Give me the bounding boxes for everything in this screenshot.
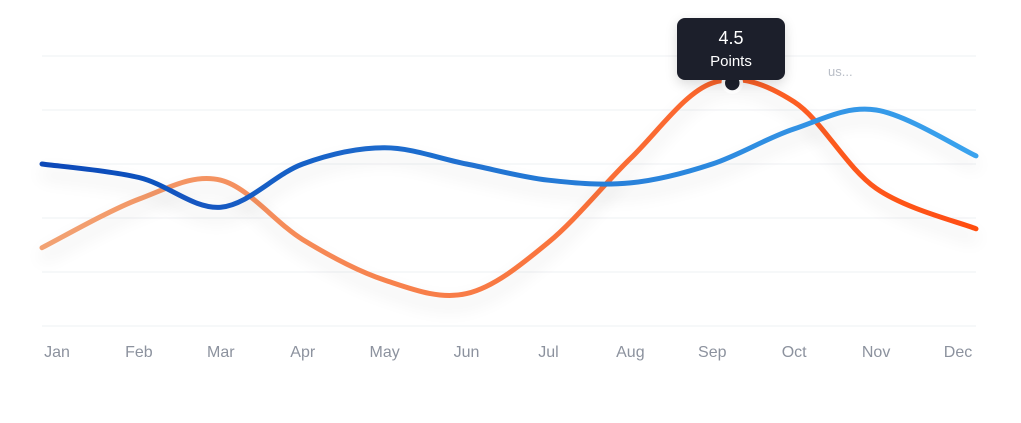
tooltip: 4.5 Points bbox=[677, 18, 785, 80]
x-tick-label: Sep bbox=[698, 344, 727, 361]
x-tick-label: Jul bbox=[538, 344, 558, 361]
grid-lines bbox=[42, 55, 976, 327]
tooltip-value: 4.5 bbox=[718, 28, 744, 48]
faded-series-label: us... bbox=[828, 64, 853, 79]
x-tick-label: Mar bbox=[207, 344, 235, 361]
series-lines bbox=[39, 77, 979, 298]
x-tick-label: May bbox=[370, 344, 400, 361]
series-line-1[interactable] bbox=[39, 77, 979, 298]
tooltip-label: Points bbox=[710, 53, 752, 70]
x-tick-label: Jan bbox=[44, 344, 70, 361]
x-tick-label: Apr bbox=[290, 344, 316, 361]
x-tick-label: Feb bbox=[125, 344, 153, 361]
x-axis-ticks: Jan Feb Mar Apr May Jun Jul Aug Sep Oct Nov Dec bbox=[44, 344, 972, 361]
series-line-2[interactable] bbox=[39, 106, 979, 210]
x-tick-label: Nov bbox=[862, 344, 890, 361]
x-tick-label: Aug bbox=[616, 344, 644, 361]
x-tick-label: Dec bbox=[944, 344, 972, 361]
x-tick-label: Oct bbox=[782, 344, 807, 361]
x-tick-label: Jun bbox=[454, 344, 480, 361]
